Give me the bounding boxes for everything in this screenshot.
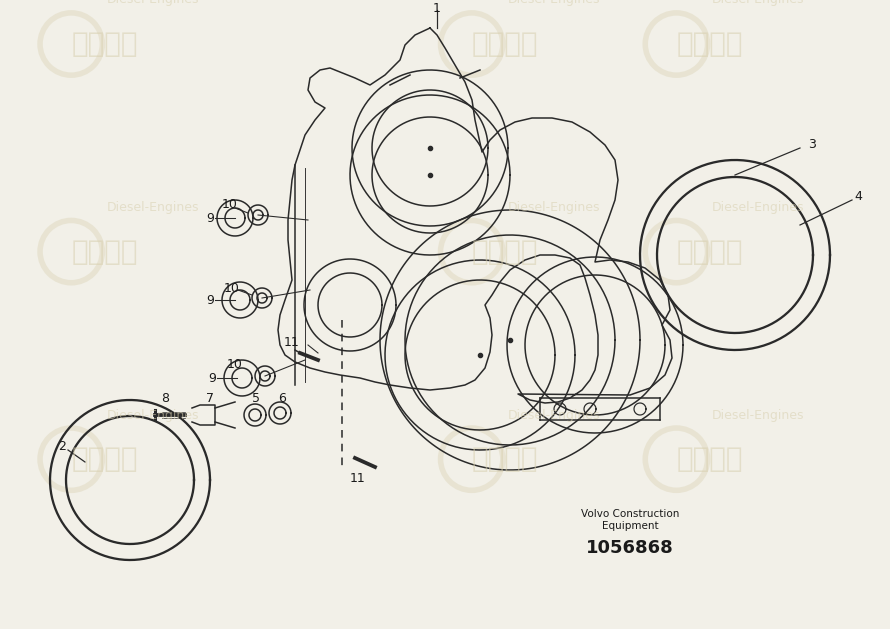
Text: 6: 6	[278, 391, 286, 404]
Text: Diesel-Engines: Diesel-Engines	[507, 409, 600, 421]
Text: 9: 9	[206, 211, 214, 225]
Text: 紫发动力: 紫发动力	[676, 445, 743, 473]
Text: 1: 1	[433, 1, 441, 14]
Text: 1056868: 1056868	[587, 539, 674, 557]
Text: 紫发动力: 紫发动力	[71, 445, 138, 473]
Text: 5: 5	[252, 391, 260, 404]
Text: 7: 7	[206, 391, 214, 404]
Text: Diesel-Engines: Diesel-Engines	[107, 0, 199, 6]
Text: 9: 9	[208, 372, 216, 384]
Text: 8: 8	[161, 391, 169, 404]
Text: Diesel-Engines: Diesel-Engines	[712, 201, 805, 214]
Text: 2: 2	[58, 440, 66, 454]
Text: 9: 9	[206, 294, 214, 306]
Text: Diesel-Engines: Diesel-Engines	[712, 0, 805, 6]
Text: Diesel-Engines: Diesel-Engines	[712, 409, 805, 421]
Text: 紫发动力: 紫发动力	[71, 30, 138, 58]
Text: 紫发动力: 紫发动力	[676, 238, 743, 265]
Text: Diesel-Engines: Diesel-Engines	[107, 201, 199, 214]
Text: Diesel-Engines: Diesel-Engines	[107, 409, 199, 421]
Text: 10: 10	[222, 199, 238, 211]
Text: Diesel-Engines: Diesel-Engines	[507, 201, 600, 214]
Text: 紫发动力: 紫发动力	[472, 445, 538, 473]
Text: 10: 10	[224, 282, 240, 294]
Text: 11: 11	[350, 472, 366, 484]
Text: Diesel-Engines: Diesel-Engines	[507, 0, 600, 6]
Text: Volvo Construction
Equipment: Volvo Construction Equipment	[581, 509, 679, 531]
Text: 紫发动力: 紫发动力	[676, 30, 743, 58]
Text: 紫发动力: 紫发动力	[472, 238, 538, 265]
Text: 10: 10	[227, 359, 243, 372]
Text: 11: 11	[284, 335, 300, 348]
Text: 紫发动力: 紫发动力	[71, 238, 138, 265]
Text: 3: 3	[808, 138, 816, 150]
Text: 4: 4	[854, 191, 862, 204]
Text: 紫发动力: 紫发动力	[472, 30, 538, 58]
